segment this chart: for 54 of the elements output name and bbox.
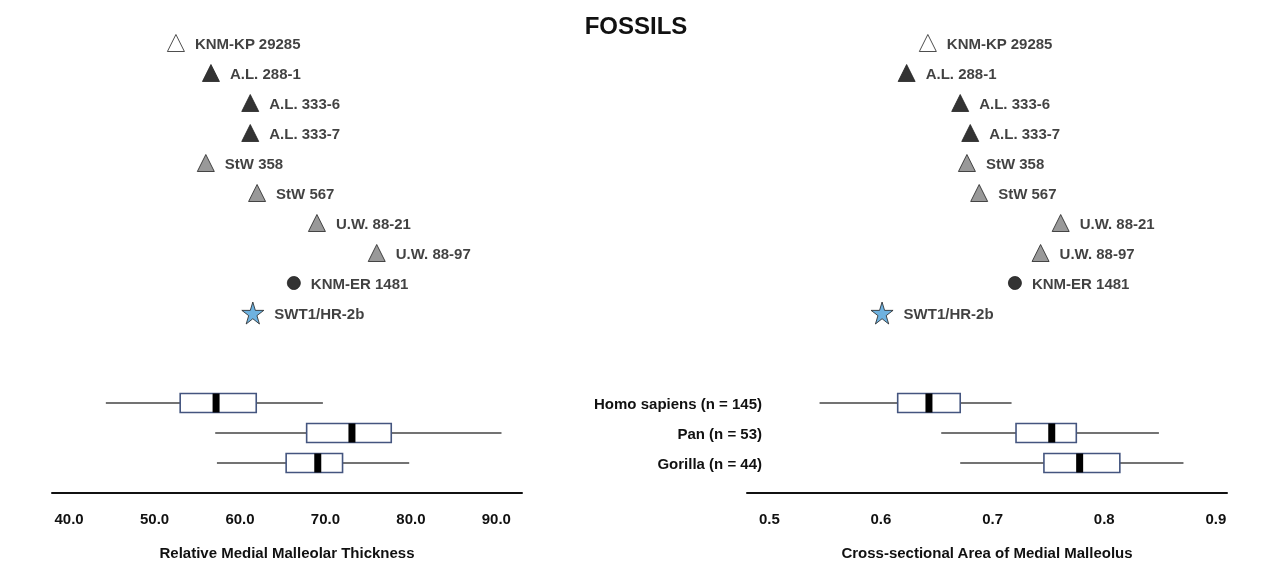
y-tick-label: StW 358 <box>224 154 284 172</box>
point <box>307 214 326 232</box>
x-axis-title: Cross-sectional Area of Medial Malleolus <box>841 544 1133 561</box>
point <box>951 94 970 112</box>
point <box>241 301 265 325</box>
category-label: A.L. 288-1 <box>925 64 997 82</box>
category-label: StW 358 <box>985 154 1045 172</box>
point <box>918 34 937 52</box>
x-axis-title: Relative Medial Malleolar Thickness <box>159 544 415 561</box>
point <box>870 301 894 325</box>
category-label: StW 567 <box>998 184 1057 202</box>
point <box>286 276 301 290</box>
x-tick-label: 90.0 <box>481 510 511 527</box>
point <box>1051 214 1070 232</box>
x-tick-label: 0.6 <box>870 510 892 527</box>
x-tick-label: 0.5 <box>758 510 780 527</box>
category-label: A.L. 333-6 <box>979 94 1051 112</box>
x-tick-label: 80.0 <box>396 510 426 527</box>
y-tick-label: A.L. 288-1 <box>229 64 301 82</box>
x-tick-label: 0.9 <box>1205 510 1227 527</box>
point <box>241 94 260 112</box>
x-tick-label: 40.0 <box>54 510 84 527</box>
point <box>1031 244 1050 262</box>
y-tick-label: StW 567 <box>276 184 335 202</box>
y-tick-label: KNM-KP 29285 <box>194 34 301 52</box>
y-tick-label: A.L. 333-6 <box>269 94 341 112</box>
point <box>166 34 185 52</box>
point <box>1007 276 1022 290</box>
category-label: U.W. 88-97 <box>1059 244 1135 262</box>
text: FOSSILS <box>584 11 688 39</box>
point <box>367 244 386 262</box>
category-label: KNM-ER 1481 <box>1031 274 1130 292</box>
point <box>196 154 215 172</box>
point <box>897 64 916 82</box>
y-tick-label: SWT1/HR-2b <box>274 304 365 322</box>
category-label: U.W. 88-21 <box>1079 214 1155 232</box>
category-label: KNM-KP 29285 <box>946 34 1053 52</box>
x-tick-label: 0.7 <box>982 510 1004 527</box>
point <box>248 184 267 202</box>
point <box>970 184 989 202</box>
y-tick-label: Homo sapiens (n = 145) <box>594 394 762 412</box>
x-tick-label: 60.0 <box>225 510 255 527</box>
point <box>957 154 976 172</box>
point <box>241 124 260 142</box>
point <box>201 64 220 82</box>
y-tick-label: Pan (n = 53) <box>677 424 762 442</box>
point <box>961 124 980 142</box>
category-label: SWT1/HR-2b <box>903 304 994 322</box>
y-tick-label: Gorilla (n = 44) <box>657 454 762 472</box>
category-label: A.L. 333-7 <box>989 124 1061 142</box>
x-tick-label: 70.0 <box>310 510 341 527</box>
y-tick-label: A.L. 333-7 <box>269 124 341 142</box>
x-tick-label: 0.8 <box>1093 510 1115 527</box>
x-tick-label: 50.0 <box>139 510 170 527</box>
